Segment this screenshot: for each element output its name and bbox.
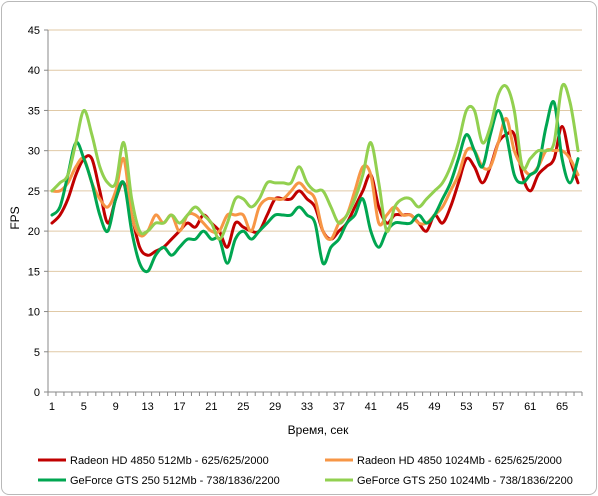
series-line-4	[50, 82, 580, 241]
x-axis-ticks: 1 5 9 13 17 21 25 29 33 37 41 45 49 53 57 61 65	[47, 392, 583, 413]
x-tick-label: 61	[524, 401, 536, 413]
y-tick-label: 15	[28, 266, 40, 278]
x-tick-label: 53	[460, 401, 472, 413]
x-axis-title: Время, сек	[288, 423, 349, 437]
x-tick-label: 17	[173, 401, 185, 413]
y-tick-label: 5	[34, 347, 40, 359]
x-tick-label: 29	[269, 401, 281, 413]
x-tick-label: 1	[49, 401, 55, 413]
legend: Radeon HD 4850 512Mb - 625/625/2000 Radeo…	[38, 455, 573, 487]
y-tick-label: 40	[28, 65, 40, 77]
x-tick-label: 9	[113, 401, 119, 413]
x-tick-label: 57	[492, 401, 504, 413]
x-tick-label: 65	[556, 401, 568, 413]
legend-label: Radeon HD 4850 512Mb - 625/625/2000	[70, 455, 269, 467]
y-axis-title: FPS	[8, 206, 22, 229]
x-tick-label: 25	[237, 401, 249, 413]
x-tick-label: 13	[142, 401, 154, 413]
x-tick-label: 37	[333, 401, 345, 413]
x-tick-label: 33	[301, 401, 313, 413]
x-tick-label: 49	[428, 401, 440, 413]
legend-label: Radeon HD 4850 1024Mb - 625/625/2000	[357, 455, 562, 467]
x-tick-label: 5	[81, 401, 87, 413]
legend-label: GeForce GTS 250 1024Mb - 738/1836/2200	[357, 475, 573, 487]
y-tick-label: 45	[28, 25, 40, 37]
y-axis-ticks: 0 5 10 15 20 25 30 35 40 45	[28, 25, 48, 399]
x-tick-label: 21	[205, 401, 217, 413]
series-lines	[50, 82, 580, 274]
y-tick-label: 35	[28, 105, 40, 117]
y-tick-label: 30	[28, 146, 40, 158]
series-line-3	[50, 99, 580, 274]
y-tick-label: 20	[28, 226, 40, 238]
y-tick-label: 10	[28, 307, 40, 319]
y-tick-label: 25	[28, 186, 40, 198]
y-tick-label: 0	[34, 387, 40, 399]
series-line-2	[50, 116, 580, 241]
legend-label: GeForce GTS 250 512Mb - 738/1836/2200	[70, 475, 280, 487]
x-tick-label: 45	[397, 401, 409, 413]
x-tick-label: 41	[365, 401, 377, 413]
